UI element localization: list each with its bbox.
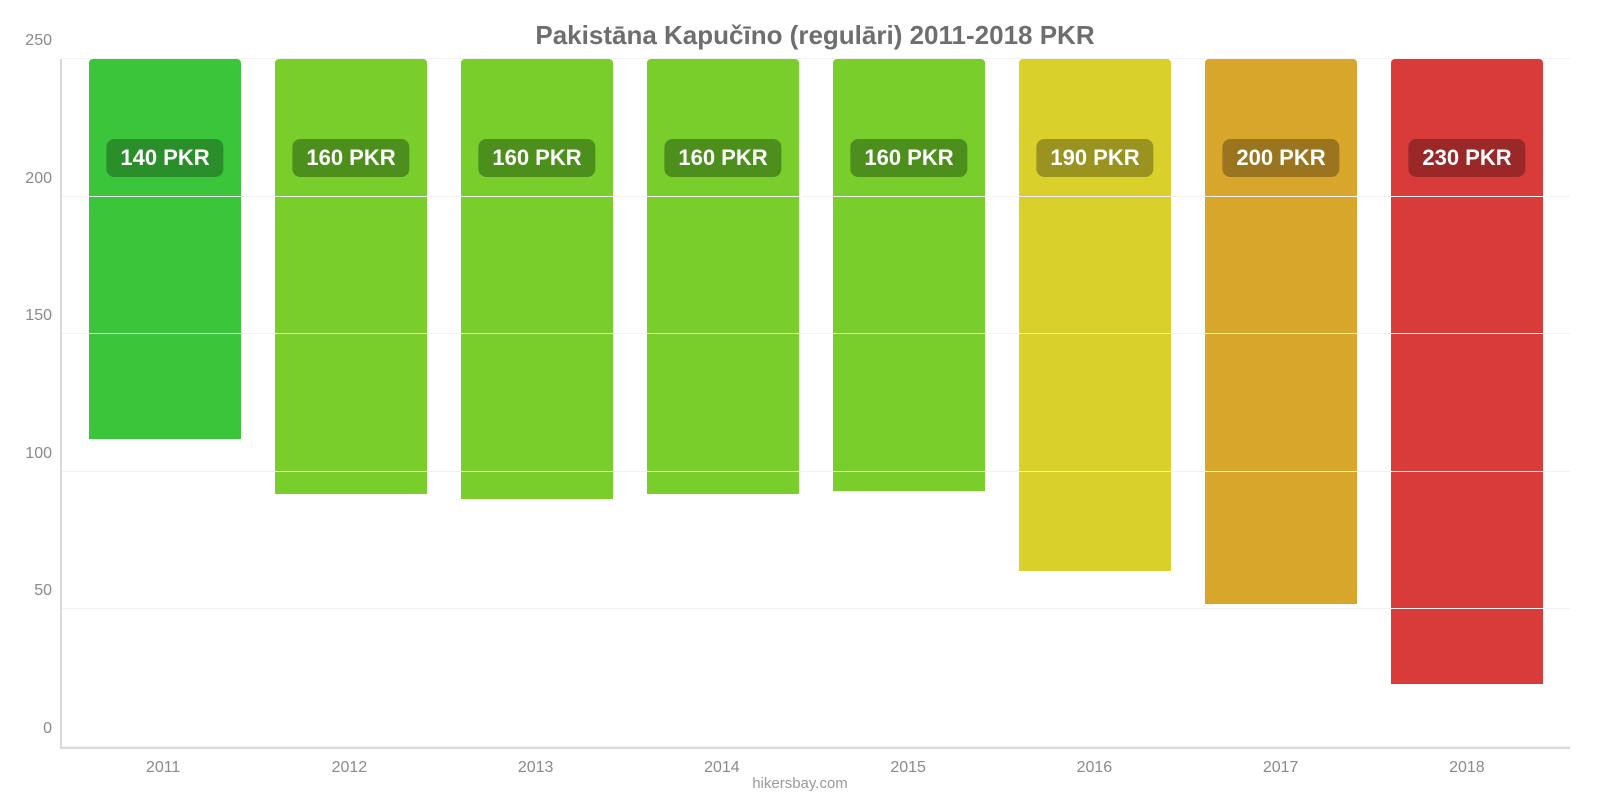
y-tick-label: 250	[12, 32, 52, 50]
grid-line	[62, 608, 1570, 609]
bar-value-label: 140 PKR	[106, 139, 223, 177]
bar-column: 190 PKR	[1002, 59, 1188, 747]
bar-value-label: 160 PKR	[292, 139, 409, 177]
grid-line	[62, 196, 1570, 197]
x-axis-labels: 20112012201320142015201620172018	[60, 749, 1570, 777]
y-tick-label: 100	[12, 445, 52, 463]
y-tick-label: 150	[12, 307, 52, 325]
bar: 160 PKR	[461, 59, 614, 499]
bar-value-label: 200 PKR	[1222, 139, 1339, 177]
bar-column: 230 PKR	[1374, 59, 1560, 747]
bar-value-label: 230 PKR	[1408, 139, 1525, 177]
chart-credit: hikersbay.com	[0, 775, 1600, 792]
grid-line	[62, 471, 1570, 472]
bar-column: 160 PKR	[630, 59, 816, 747]
bar-value-label: 190 PKR	[1036, 139, 1153, 177]
bar: 190 PKR	[1019, 59, 1172, 571]
y-tick-label: 50	[12, 582, 52, 600]
plot-area: 140 PKR 160 PKR 160 PKR 160 PKR 160 PKR 190 P…	[60, 59, 1570, 749]
bar-column: 160 PKR	[444, 59, 630, 747]
bars-group: 140 PKR 160 PKR 160 PKR 160 PKR 160 PKR 190 P…	[62, 59, 1570, 747]
bar: 230 PKR	[1391, 59, 1544, 684]
grid-line	[62, 58, 1570, 59]
grid-line	[62, 333, 1570, 334]
bar-value-label: 160 PKR	[850, 139, 967, 177]
bar-column: 140 PKR	[72, 59, 258, 747]
bar-value-label: 160 PKR	[478, 139, 595, 177]
bar-column: 160 PKR	[258, 59, 444, 747]
chart-title: Pakistāna Kapučīno (regulāri) 2011-2018 …	[60, 20, 1570, 51]
bar: 140 PKR	[89, 59, 242, 439]
bar: 160 PKR	[275, 59, 428, 494]
grid-line	[62, 746, 1570, 747]
y-tick-label: 0	[12, 720, 52, 738]
bar: 160 PKR	[833, 59, 986, 491]
chart-container: Pakistāna Kapučīno (regulāri) 2011-2018 …	[0, 0, 1600, 800]
bar: 160 PKR	[647, 59, 800, 494]
bar-column: 200 PKR	[1188, 59, 1374, 747]
bar-value-label: 160 PKR	[664, 139, 781, 177]
y-tick-label: 200	[12, 170, 52, 188]
bar: 200 PKR	[1205, 59, 1358, 604]
bar-column: 160 PKR	[816, 59, 1002, 747]
